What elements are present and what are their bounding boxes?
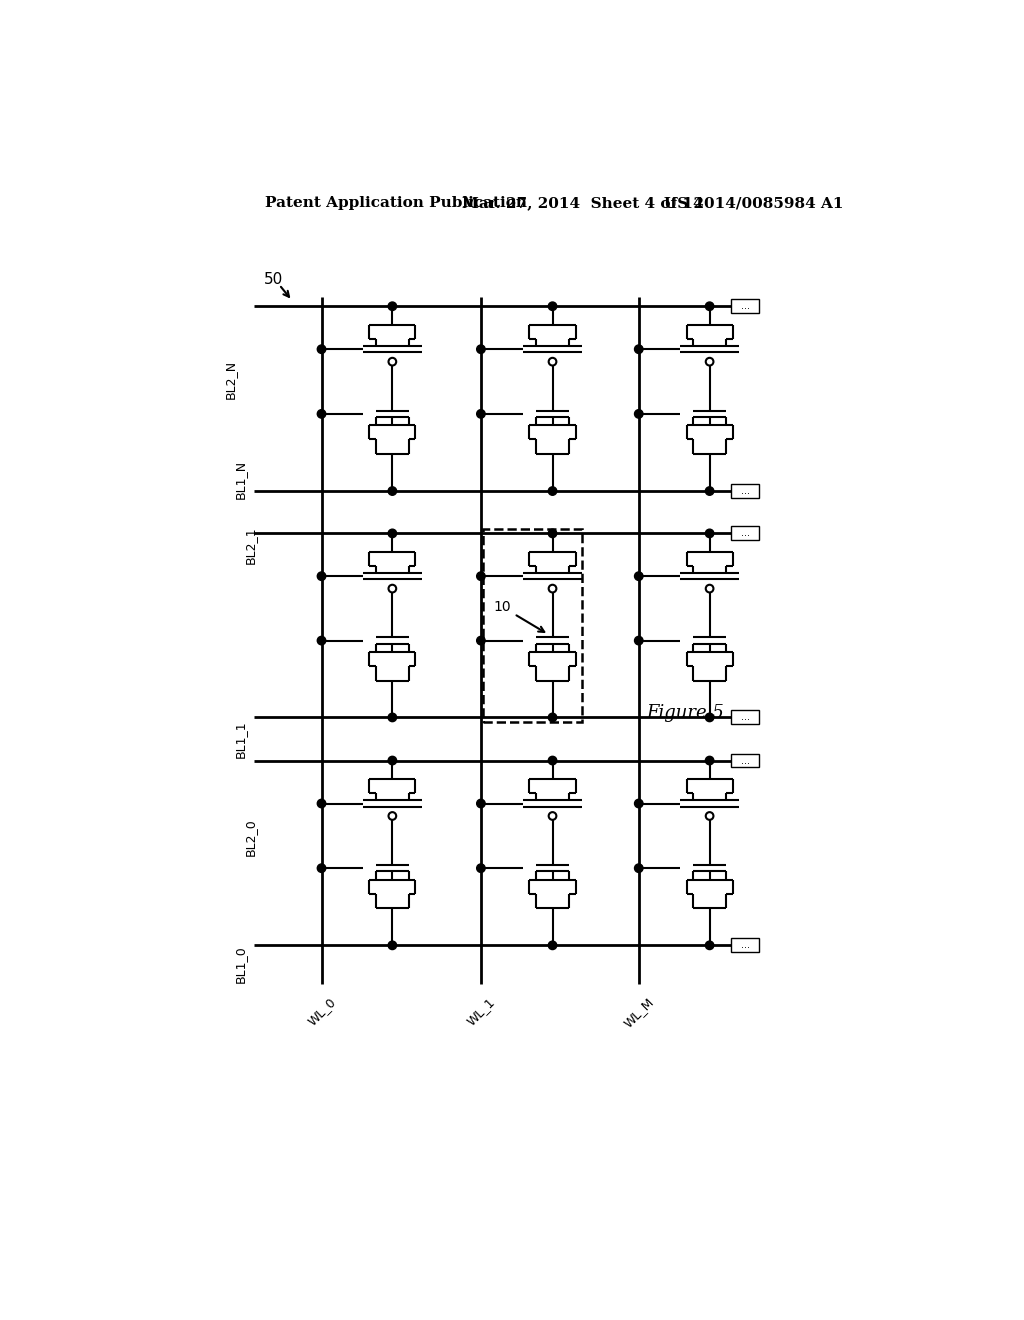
Text: WL_0: WL_0 <box>305 995 338 1028</box>
Text: BL2_1: BL2_1 <box>244 527 257 564</box>
Text: Figure 5: Figure 5 <box>646 704 724 722</box>
Text: US 2014/0085984 A1: US 2014/0085984 A1 <box>665 197 844 210</box>
Text: BL2_0: BL2_0 <box>244 818 257 857</box>
Text: WL_M: WL_M <box>622 995 656 1031</box>
Circle shape <box>477 572 485 581</box>
Bar <box>731 754 759 767</box>
Text: BL2_N: BL2_N <box>224 360 238 399</box>
Circle shape <box>706 941 714 949</box>
Text: Patent Application Publication: Patent Application Publication <box>265 197 527 210</box>
Text: BL1_0: BL1_0 <box>234 945 247 983</box>
Bar <box>731 527 759 540</box>
Bar <box>483 529 582 722</box>
Circle shape <box>477 865 485 873</box>
Bar <box>731 484 759 498</box>
Circle shape <box>548 302 557 310</box>
Text: 50: 50 <box>263 272 283 286</box>
Circle shape <box>548 713 557 722</box>
Circle shape <box>388 487 396 495</box>
Circle shape <box>477 800 485 808</box>
Circle shape <box>635 345 643 354</box>
Circle shape <box>317 865 326 873</box>
Text: BL1_1: BL1_1 <box>234 721 247 758</box>
Text: ...: ... <box>740 755 750 766</box>
Circle shape <box>548 487 557 495</box>
Text: ...: ... <box>740 940 750 950</box>
Circle shape <box>548 529 557 537</box>
Text: ...: ... <box>740 713 750 722</box>
Text: Mar. 27, 2014  Sheet 4 of 14: Mar. 27, 2014 Sheet 4 of 14 <box>462 197 703 210</box>
Circle shape <box>706 529 714 537</box>
Circle shape <box>317 800 326 808</box>
Circle shape <box>317 636 326 645</box>
Circle shape <box>317 409 326 418</box>
Circle shape <box>548 941 557 949</box>
Circle shape <box>635 800 643 808</box>
Circle shape <box>635 572 643 581</box>
Bar <box>731 300 759 313</box>
Text: ...: ... <box>740 301 750 312</box>
Circle shape <box>477 636 485 645</box>
Bar <box>731 710 759 725</box>
Circle shape <box>635 409 643 418</box>
Circle shape <box>635 636 643 645</box>
Circle shape <box>706 302 714 310</box>
Circle shape <box>706 713 714 722</box>
Text: BL1_N: BL1_N <box>234 459 247 499</box>
Circle shape <box>388 756 396 764</box>
Circle shape <box>317 572 326 581</box>
Text: ...: ... <box>740 486 750 496</box>
Circle shape <box>388 529 396 537</box>
Circle shape <box>706 487 714 495</box>
Text: ...: ... <box>740 528 750 539</box>
Circle shape <box>477 345 485 354</box>
Bar <box>731 939 759 952</box>
Circle shape <box>548 756 557 764</box>
Circle shape <box>477 409 485 418</box>
Circle shape <box>388 941 396 949</box>
Text: 10: 10 <box>494 601 545 632</box>
Circle shape <box>706 756 714 764</box>
Circle shape <box>388 713 396 722</box>
Circle shape <box>317 345 326 354</box>
Circle shape <box>388 302 396 310</box>
Text: WL_1: WL_1 <box>465 995 498 1028</box>
Circle shape <box>635 865 643 873</box>
